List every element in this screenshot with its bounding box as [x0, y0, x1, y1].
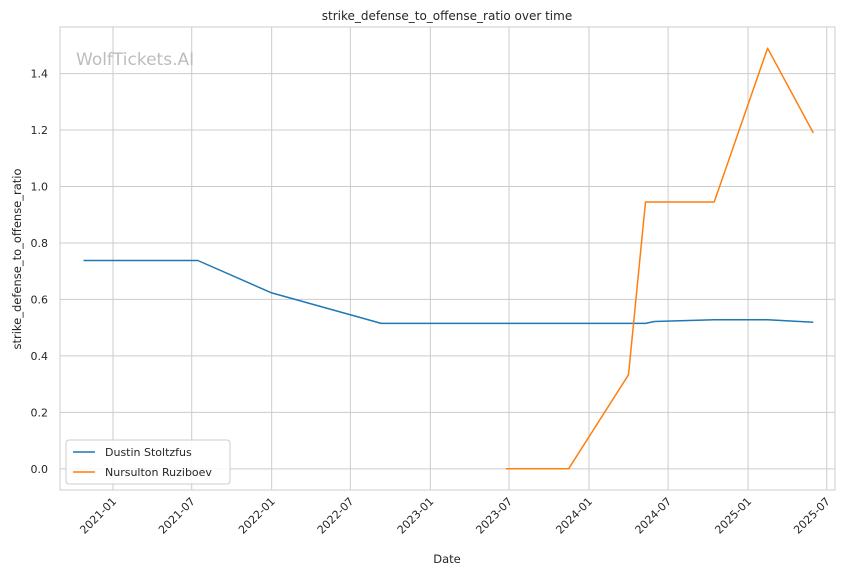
legend-entry-0: Dustin Stoltzfus	[105, 446, 192, 459]
x-tick-label: 2024-07	[633, 495, 675, 537]
legend-box	[65, 439, 231, 485]
series-line-0	[83, 259, 814, 325]
x-tick-label: 2021-07	[156, 495, 198, 537]
y-tick-labels: 0.0 0.2 0.4 0.6 0.8 1.0 1.2 1.4	[31, 68, 49, 476]
x-tick-label: 2025-01	[712, 495, 754, 537]
y-tick-label: 0.0	[31, 463, 49, 476]
chart-title: strike_defense_to_offense_ratio over tim…	[322, 9, 572, 23]
series-line-1	[506, 47, 814, 470]
x-axis-label: Date	[433, 552, 461, 566]
series-lines	[83, 47, 814, 470]
y-axis-label: strike_defense_to_offense_ratio	[10, 168, 24, 349]
x-tick-label: 2022-01	[236, 495, 278, 537]
plot-border	[59, 26, 836, 491]
y-tick-label: 1.0	[31, 181, 49, 194]
legend-entry-1: Nursulton Ruziboev	[105, 466, 212, 479]
x-tick-label: 2024-01	[553, 495, 595, 537]
y-tick-label: 0.8	[31, 237, 49, 250]
y-tick-label: 0.2	[31, 406, 49, 419]
x-tick-label: 2022-07	[315, 495, 357, 537]
x-tick-labels: 2021-01 2021-07 2022-01 2022-07 2023-01 2023-…	[77, 495, 832, 537]
plot-area	[60, 27, 835, 490]
x-tick-label: 2021-01	[77, 495, 119, 537]
y-tick-label: 0.6	[31, 293, 49, 306]
watermark: WolfTickets.AI	[76, 50, 194, 70]
x-tick-label: 2023-07	[473, 495, 515, 537]
x-tick-label: 2025-07	[791, 495, 833, 537]
y-tick-label: 0.4	[31, 350, 49, 363]
y-tick-label: 1.4	[31, 68, 49, 81]
y-tick-label: 1.2	[31, 124, 49, 137]
x-tick-label: 2023-01	[395, 495, 437, 537]
legend: Dustin Stoltzfus Nursulton Ruziboev	[65, 439, 231, 485]
